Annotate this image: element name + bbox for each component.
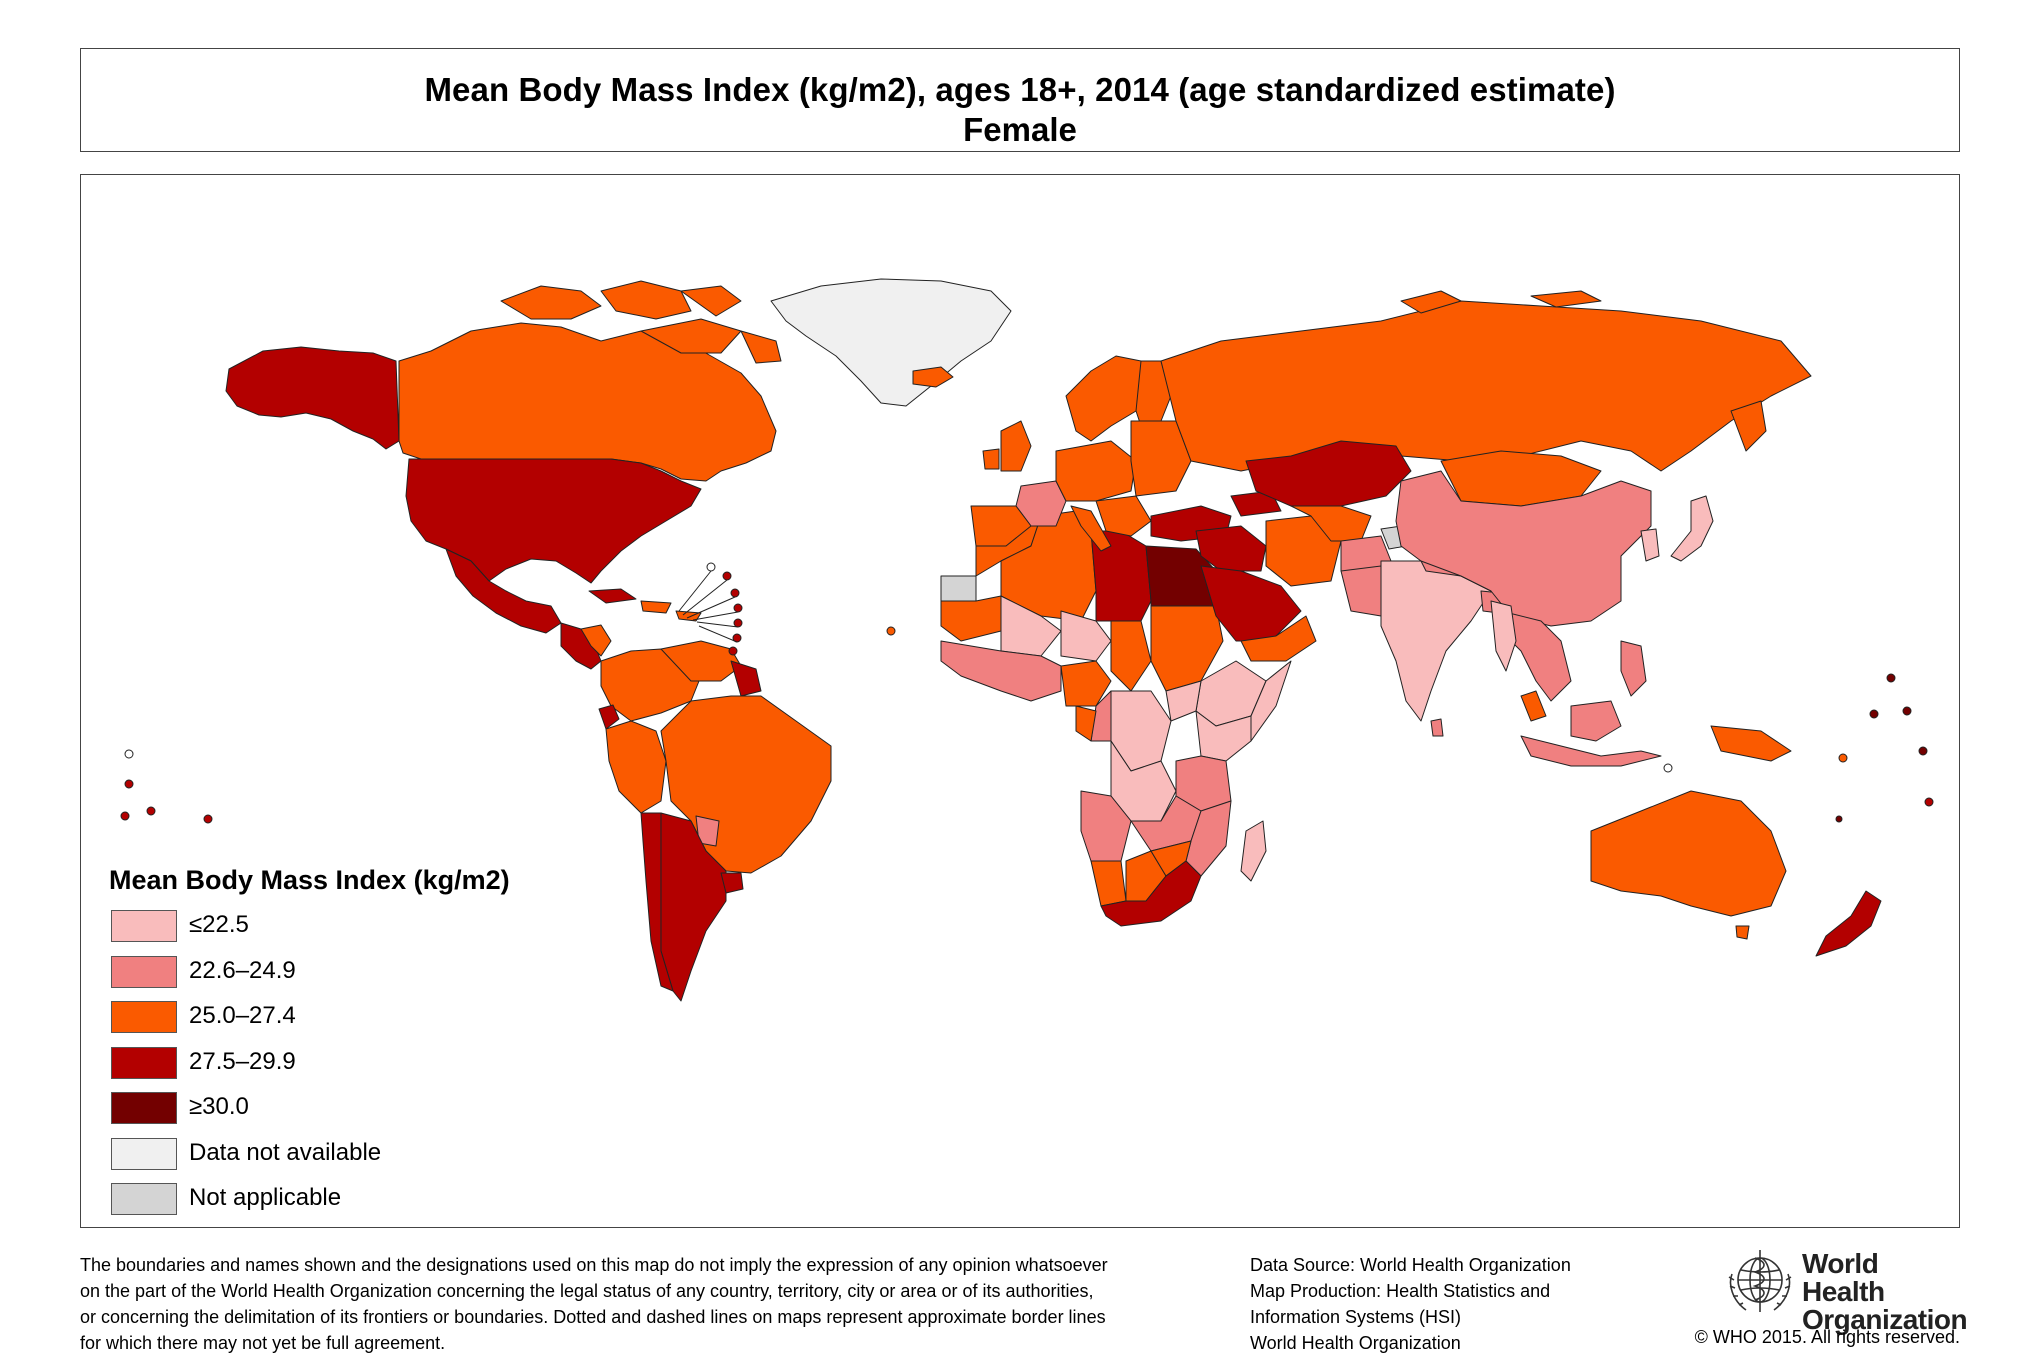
region-japan bbox=[1670, 495, 1714, 562]
region-nigeria bbox=[1060, 660, 1112, 707]
region-yemen-oman bbox=[1240, 615, 1317, 662]
region-china bbox=[1395, 470, 1652, 627]
legend-item: Not applicable bbox=[109, 1183, 629, 1227]
disclaimer-line: The boundaries and names shown and the d… bbox=[80, 1255, 1108, 1275]
region-somalia bbox=[1250, 660, 1292, 742]
legend-item: ≥30.0 bbox=[109, 1092, 629, 1138]
region-papua bbox=[1710, 725, 1792, 762]
legend-label: 22.6–24.9 bbox=[189, 956, 296, 984]
region-namibia bbox=[1090, 860, 1127, 907]
region-chad bbox=[1110, 620, 1152, 692]
legend-label: Not applicable bbox=[189, 1184, 342, 1211]
region-mali bbox=[1000, 595, 1062, 657]
region-kazakhstan bbox=[1245, 440, 1412, 507]
region-malaysia bbox=[1520, 690, 1547, 722]
region-western-sahara bbox=[940, 575, 977, 602]
legend-swatch bbox=[111, 1046, 177, 1079]
region-alaska bbox=[225, 346, 400, 450]
legend-item: Data not available bbox=[109, 1137, 629, 1184]
disclaimer-line: for which there may not yet be full agre… bbox=[80, 1333, 446, 1353]
legend-item: 27.5–29.9 bbox=[109, 1046, 629, 1093]
legend-title: Mean Body Mass Index (kg/m2) bbox=[109, 865, 510, 895]
legend-label: Data not available bbox=[189, 1138, 382, 1166]
region-niger bbox=[1060, 610, 1112, 662]
region-myanmar bbox=[1490, 600, 1517, 672]
who-name-line: Organization bbox=[1802, 1304, 1968, 1335]
map-title-box: Mean Body Mass Index (kg/m2), ages 18+, … bbox=[80, 48, 1960, 152]
legend-label: ≤22.5 bbox=[189, 911, 249, 938]
region-russia bbox=[1160, 300, 1812, 472]
legend-swatch bbox=[111, 1001, 177, 1033]
copyright-text: © WHO 2015. All rights reserved. bbox=[1694, 1327, 1960, 1347]
region-indonesia bbox=[1520, 735, 1662, 767]
region-greenland bbox=[770, 278, 1012, 407]
region-syria-iraq bbox=[1195, 525, 1267, 572]
legend-swatch bbox=[111, 1183, 177, 1215]
legend-label: 27.5–29.9 bbox=[189, 1047, 296, 1075]
region-borneo bbox=[1570, 700, 1622, 742]
legend-item: 25.0–27.4 bbox=[109, 1001, 629, 1047]
map-title: Mean Body Mass Index (kg/m2), ages 18+, … bbox=[424, 71, 1616, 108]
region-usa bbox=[405, 458, 702, 584]
region-philippines bbox=[1620, 640, 1647, 697]
source-line: World Health Organization bbox=[1250, 1333, 1461, 1353]
map-legend: Mean Body Mass Index (kg/m2) ≤22.5 22.6–… bbox=[109, 865, 629, 1227]
region-ecuador bbox=[598, 704, 620, 730]
region-tasmania bbox=[1735, 925, 1750, 940]
map-frame: Mean Body Mass Index (kg/m2) ≤22.5 22.6–… bbox=[80, 174, 1960, 1228]
disclaimer-line: on the part of the World Health Organiza… bbox=[80, 1281, 1094, 1301]
region-iceland bbox=[912, 366, 954, 388]
region-ireland bbox=[982, 448, 1000, 470]
data-source-text: Data Source: World Health Organization M… bbox=[1250, 1252, 1650, 1356]
region-kamchatka bbox=[1730, 400, 1767, 452]
legend-item: 22.6–24.9 bbox=[109, 955, 629, 1002]
region-south-africa bbox=[1100, 860, 1202, 927]
region-balkans bbox=[1095, 495, 1152, 537]
region-chile bbox=[640, 812, 674, 992]
source-line: Information Systems (HSI) bbox=[1250, 1307, 1462, 1327]
who-name-line: World Health bbox=[1802, 1248, 1885, 1307]
region-italy bbox=[1070, 505, 1112, 552]
who-logo: World Health Organization bbox=[1718, 1240, 1968, 1334]
region-australia bbox=[1590, 790, 1787, 917]
map-subtitle: Female bbox=[963, 111, 1077, 148]
region-gabon bbox=[1075, 705, 1097, 742]
region-korea bbox=[1640, 528, 1660, 562]
source-line: Data Source: World Health Organization bbox=[1250, 1255, 1571, 1275]
region-sri-lanka bbox=[1430, 718, 1444, 737]
legend-label: 25.0–27.4 bbox=[189, 1002, 296, 1029]
region-mauritania bbox=[940, 595, 1002, 642]
legend-swatch bbox=[111, 1137, 177, 1170]
who-name: World Health Organization bbox=[1802, 1248, 1968, 1335]
region-new-zealand bbox=[1815, 890, 1882, 957]
region-iberia bbox=[970, 505, 1032, 547]
region-saudi bbox=[1200, 565, 1302, 642]
legend-label: ≥30.0 bbox=[189, 1093, 249, 1120]
region-uruguay bbox=[720, 872, 744, 894]
disclaimer-text: The boundaries and names shown and the d… bbox=[80, 1252, 1180, 1356]
disclaimer-line: or concerning the delimitation of its fr… bbox=[80, 1307, 1106, 1327]
region-central-europe bbox=[1055, 440, 1137, 502]
legend-item: ≤22.5 bbox=[109, 910, 629, 956]
region-caucasus bbox=[1230, 490, 1282, 517]
region-guyanas bbox=[730, 660, 762, 697]
legend-swatch bbox=[111, 955, 177, 988]
region-west-africa-coast bbox=[940, 640, 1062, 702]
region-peru bbox=[605, 720, 667, 814]
region-india bbox=[1380, 560, 1492, 722]
legend-swatch bbox=[111, 1092, 177, 1124]
source-line: Map Production: Health Statistics and bbox=[1250, 1281, 1551, 1301]
world-map bbox=[120, 278, 1934, 1002]
region-uk bbox=[1000, 420, 1032, 472]
who-emblem-icon bbox=[1728, 1250, 1792, 1312]
region-madagascar bbox=[1240, 820, 1267, 882]
legend-swatch bbox=[111, 910, 177, 942]
